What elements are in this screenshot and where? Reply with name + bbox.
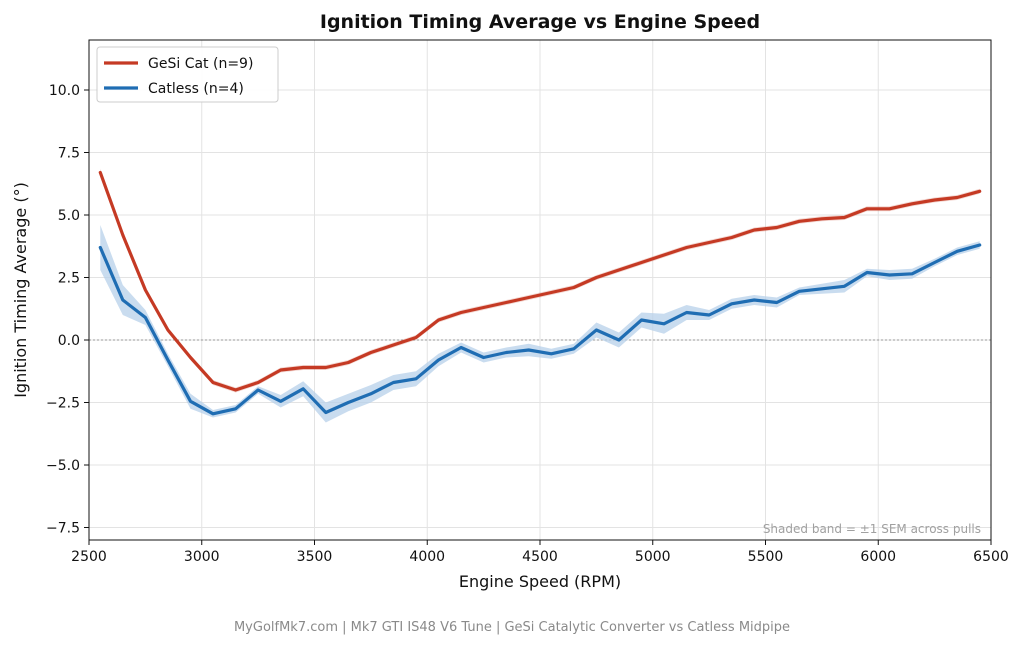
grid-layer xyxy=(88,40,992,540)
sem-annotation: Shaded band = ±1 SEM across pulls xyxy=(763,522,981,536)
y-tick-label: 0.0 xyxy=(58,333,80,349)
y-tick-label: 10.0 xyxy=(49,83,80,99)
x-tick-label: 6000 xyxy=(860,549,896,565)
axis-layer: 2500 3000 3500 4000 4500 5000 5500 6000 6500 −7.5… xyxy=(46,39,1009,565)
sem-band-catless xyxy=(100,225,980,423)
x-tick-label: 4000 xyxy=(409,549,445,565)
x-tick-label: 6500 xyxy=(973,549,1009,565)
x-tick-label: 5000 xyxy=(635,549,671,565)
legend-label: GeSi Cat (n=9) xyxy=(148,56,253,72)
series-line-catless xyxy=(98,243,982,416)
y-tick-label: −2.5 xyxy=(46,396,80,412)
legend-box xyxy=(96,46,279,103)
x-tick-label: 4500 xyxy=(522,549,558,565)
footer-credit: MyGolfMk7.com | Mk7 GTI IS48 V6 Tune | G… xyxy=(233,620,791,635)
y-axis-label: Ignition Timing Average (°) xyxy=(11,182,30,398)
x-tick-label: 3500 xyxy=(297,549,333,565)
chart-title: Ignition Timing Average vs Engine Speed xyxy=(320,11,760,33)
x-axis-label: Engine Speed (RPM) xyxy=(459,572,621,591)
y-tick-label: 5.0 xyxy=(58,208,80,224)
y-tick-label: 2.5 xyxy=(58,271,80,287)
y-tick-label: −7.5 xyxy=(46,521,80,537)
sem-band-layer xyxy=(100,168,980,423)
x-tick-label: 2500 xyxy=(71,549,107,565)
x-tick-label: 5500 xyxy=(748,549,784,565)
y-tick-label: −5.0 xyxy=(46,458,80,474)
x-tick-label: 3000 xyxy=(184,549,220,565)
legend: GeSi Cat (n=9) Catless (n=4) xyxy=(96,46,279,103)
legend-label: Catless (n=4) xyxy=(148,81,244,97)
series-line-layer xyxy=(98,170,982,416)
y-tick-label: 7.5 xyxy=(58,146,80,162)
series-line-gesi-cat xyxy=(98,170,982,392)
